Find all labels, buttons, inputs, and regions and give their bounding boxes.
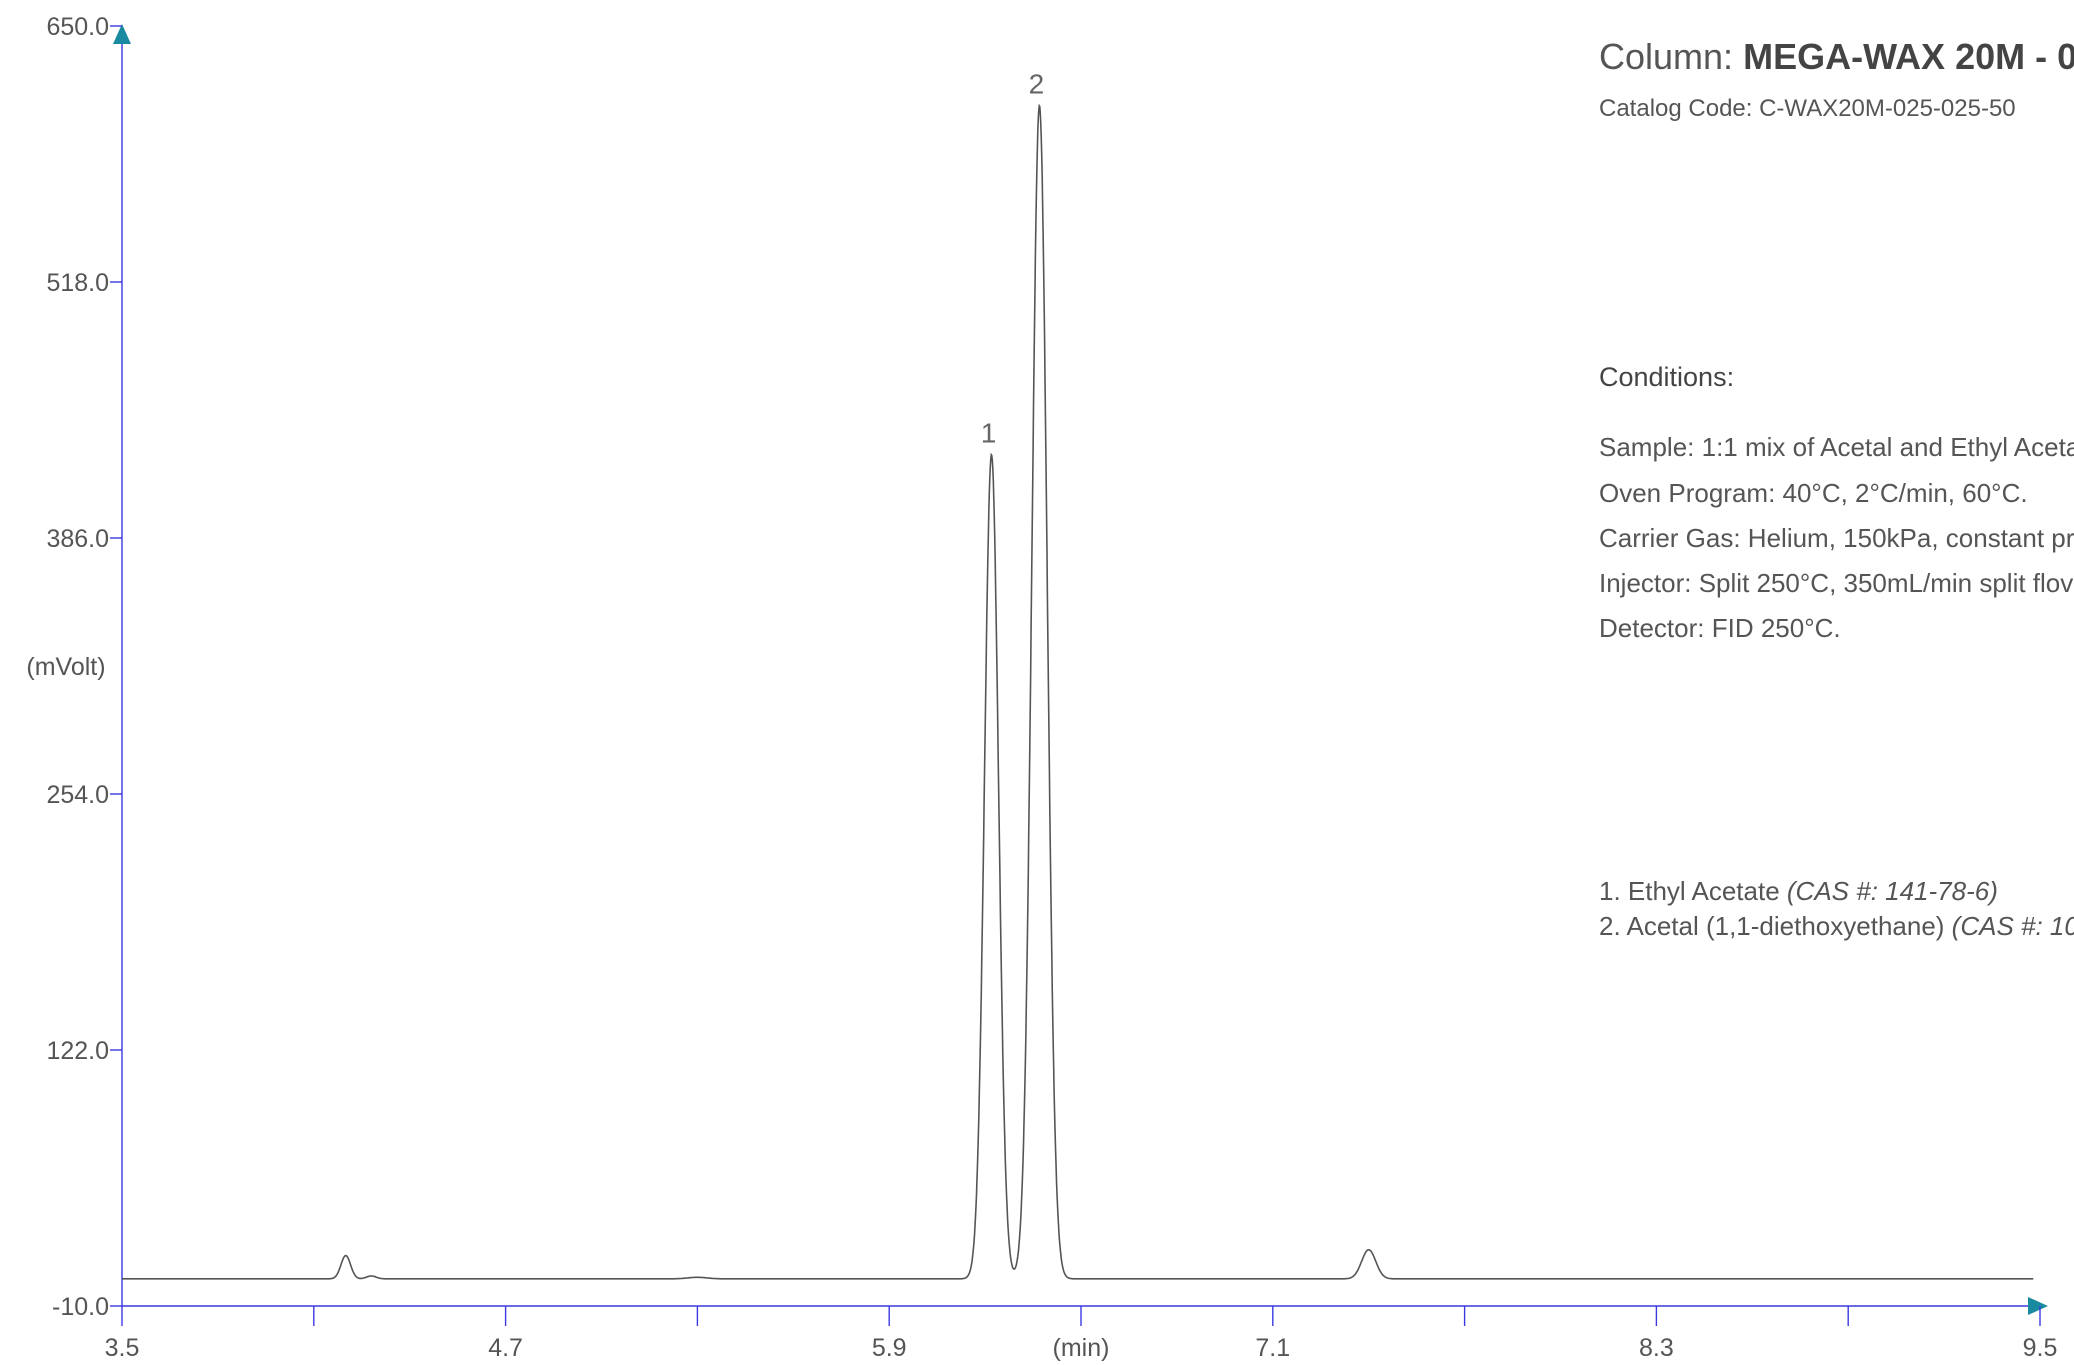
conditions-heading: Conditions: xyxy=(1599,362,1735,392)
trace-group xyxy=(122,103,2034,1280)
x-tick-label: 7.1 xyxy=(1255,1334,1290,1362)
peak-label-1: 1 xyxy=(981,418,997,449)
y-tick-label: -10.0 xyxy=(52,1293,109,1321)
y-axis-arrow xyxy=(113,24,131,44)
y-tick-label: 122.0 xyxy=(46,1037,109,1065)
condition-injector: Injector: Split 250°C, 350mL/min split f… xyxy=(1599,568,2074,598)
compound-1-name: 1. Ethyl Acetate xyxy=(1599,876,1787,906)
y-tick-label: 518.0 xyxy=(46,269,109,297)
x-tick-label: 9.5 xyxy=(2023,1334,2058,1362)
compound-2-name: 2. Acetal (1,1-diethoxyethane) xyxy=(1599,911,1952,941)
column-label: Column: xyxy=(1599,36,1734,77)
x-tick-label: 8.3 xyxy=(1639,1334,1674,1362)
peak-label-2: 2 xyxy=(1029,69,1045,100)
condition-oven: Oven Program: 40°C, 2°C/min, 60°C. xyxy=(1599,478,2028,508)
x-tick-label: 5.9 xyxy=(872,1334,907,1362)
condition-carrier-gas: Carrier Gas: Helium, 150kPa, constant pr… xyxy=(1599,523,2074,553)
y-tick-label: 650.0 xyxy=(46,13,109,41)
y-tick-label: 386.0 xyxy=(46,525,109,553)
x-axis-arrow xyxy=(2028,1297,2048,1315)
x-tick-label: 3.5 xyxy=(105,1334,140,1362)
peak-labels: 12 xyxy=(981,69,1045,449)
compound-1: 1. Ethyl Acetate (CAS #: 141-78-6) xyxy=(1599,876,1998,907)
column-title: Column: MEGA-WAX 20M - 0. xyxy=(1599,36,2074,78)
condition-detector: Detector: FID 250°C. xyxy=(1599,613,1841,643)
catalog-code: Catalog Code: C-WAX20M-025-025-50 xyxy=(1599,95,2016,122)
y-tick-label: 254.0 xyxy=(46,781,109,809)
chromatogram-trace xyxy=(122,103,2034,1280)
compound-2: 2. Acetal (1,1-diethoxyethane) (CAS #: 1… xyxy=(1599,911,2074,942)
axes: 3.5 4.7 5.9 7.1 8.3 9.5 -10.0 122.0 254.0 386.0 51… xyxy=(26,13,2057,1362)
compound-1-cas: (CAS #: 141-78-6) xyxy=(1786,876,1998,906)
compound-2-cas: (CAS #: 10 xyxy=(1951,911,2074,941)
x-axis-label: (min) xyxy=(1053,1334,1110,1362)
x-tick-label: 4.7 xyxy=(488,1334,523,1362)
y-axis-label: (mVolt) xyxy=(26,653,105,681)
column-name: MEGA-WAX 20M - 0. xyxy=(1743,36,2074,77)
condition-sample: Sample: 1:1 mix of Acetal and Ethyl Acet… xyxy=(1599,432,2074,462)
